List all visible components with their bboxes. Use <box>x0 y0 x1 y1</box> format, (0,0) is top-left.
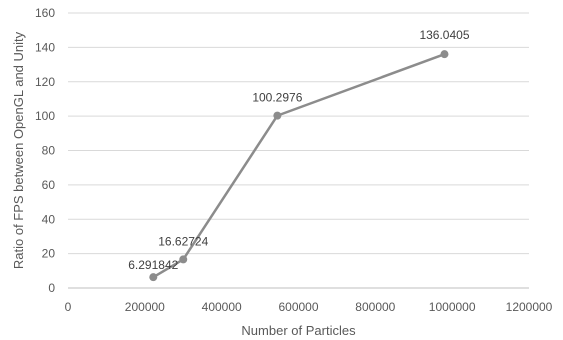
y-tick-label: 160 <box>35 6 55 20</box>
y-tick-label: 140 <box>35 40 55 54</box>
data-label: 6.291842 <box>128 258 178 272</box>
series-line-segment <box>276 52 446 117</box>
data-labels: 6.291842 16.62724 100.2976 136.0405 <box>128 28 470 272</box>
data-label: 136.0405 <box>419 28 469 42</box>
data-label: 16.62724 <box>158 234 208 248</box>
y-axis-title: Ratio of FPS between OpenGL and Unity <box>11 31 26 269</box>
y-tick-label: 80 <box>42 144 56 158</box>
x-tick-label: 1200000 <box>506 300 553 314</box>
data-point <box>440 50 449 59</box>
series-line-segment <box>182 114 279 261</box>
x-tick-label: 800000 <box>355 300 395 314</box>
x-tick-labels: 0 200000 400000 600000 800000 1000000 1200000 <box>65 300 553 314</box>
x-axis-title: Number of Particles <box>241 323 356 338</box>
y-tick-label: 120 <box>35 75 55 89</box>
y-tick-label: 20 <box>42 247 56 261</box>
series-marks <box>149 50 449 282</box>
series-line-segment <box>152 258 185 279</box>
data-point <box>179 255 188 264</box>
y-tick-label: 40 <box>42 212 56 226</box>
data-label: 100.2976 <box>252 91 302 105</box>
x-tick-label: 600000 <box>278 300 318 314</box>
data-point <box>273 111 282 120</box>
y-tick-labels: 0 20 40 60 80 100 120 140 160 <box>35 6 55 295</box>
x-tick-label: 0 <box>65 300 72 314</box>
y-tick-label: 0 <box>48 281 55 295</box>
data-point <box>149 273 158 282</box>
x-tick-label: 1000000 <box>429 300 476 314</box>
x-tick-label: 200000 <box>125 300 165 314</box>
gridlines <box>68 12 529 255</box>
y-tick-label: 100 <box>35 109 55 123</box>
x-tick-label: 400000 <box>202 300 242 314</box>
y-tick-label: 60 <box>42 178 56 192</box>
